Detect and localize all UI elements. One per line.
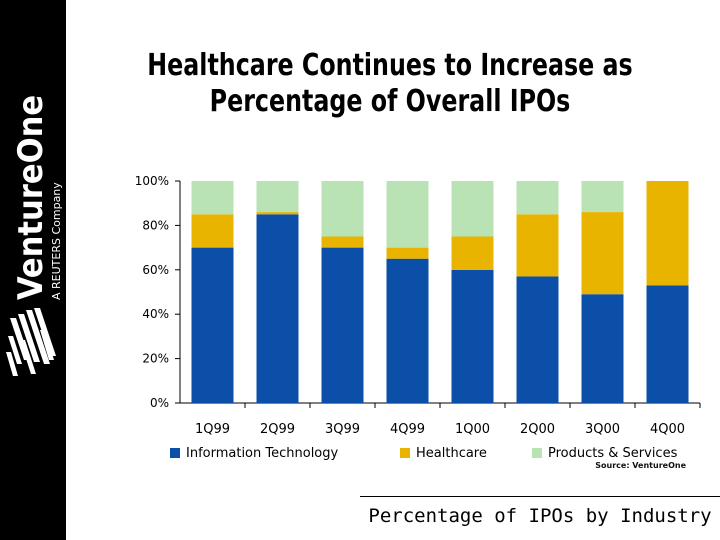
bar-segment [256,181,299,213]
legend-item: Healthcare [400,444,487,462]
y-tick-label: 0% [150,396,169,410]
x-tick-label: 2Q00 [520,422,555,437]
bar-segment [451,269,494,403]
y-tick-label: 80% [142,218,169,232]
legend-swatch [532,448,542,458]
legend-item: Products & Services [532,444,677,462]
logo-mark-icon [6,308,56,376]
bar-segment [516,276,559,403]
bar-segment [581,212,624,295]
bar-segment [386,258,429,403]
bar-segment [256,214,299,403]
y-tick-label: 20% [142,352,169,366]
legend-swatch [400,448,410,458]
source-note: Source: VentureOne [595,461,686,470]
x-tick-label: 4Q00 [650,422,685,437]
x-tick-label: 3Q00 [585,422,620,437]
title-line-2: Percentage of Overall IPOs [209,84,571,119]
x-tick-label: 3Q99 [325,422,360,437]
bar-segment [191,214,234,248]
brand-sidebar: VentureOne A REUTERS Company [0,0,66,540]
legend-item: Information Technology [170,444,338,462]
bar-segment [386,181,429,248]
bar-segment [386,247,429,259]
bar-segment [321,247,364,403]
x-tick-label: 2Q99 [260,422,295,437]
title-line-1: Healthcare Continues to Increase as [147,48,633,83]
bar-segment [516,181,559,215]
bar-segment [451,181,494,237]
legend-label: Products & Services [548,445,678,461]
slide-caption: Percentage of IPOs by Industry [368,505,712,527]
bar-segment [646,285,689,403]
y-tick-label: 40% [142,307,169,321]
bar-segment [516,214,559,277]
ventureone-logo: VentureOne A REUTERS Company [6,95,63,376]
bar-segment [321,236,364,248]
legend-label: Information Technology [186,445,339,461]
bar-segment [581,181,624,213]
bar-segment [581,294,624,403]
bar-segment [191,247,234,403]
bar-segment [451,236,494,270]
legend-swatch [170,448,180,458]
bar-segment [646,181,689,286]
y-tick-label: 60% [142,263,169,277]
x-tick-label: 1Q99 [195,422,230,437]
chart-title: Healthcare Continues to Increase as Perc… [126,48,654,120]
y-tick-label: 100% [135,174,169,188]
caption-divider [360,496,720,497]
logo-tagline: A REUTERS Company [50,182,63,300]
bar-segment [321,181,364,237]
bar-segment [191,181,234,215]
x-tick-label: 4Q99 [390,422,425,437]
legend-label: Healthcare [416,445,487,461]
chart-legend: Information Technology Healthcare Products… [170,444,710,462]
x-tick-label: 1Q00 [455,422,490,437]
logo-company-name: VentureOne [11,95,51,300]
bar-segment [256,212,299,215]
